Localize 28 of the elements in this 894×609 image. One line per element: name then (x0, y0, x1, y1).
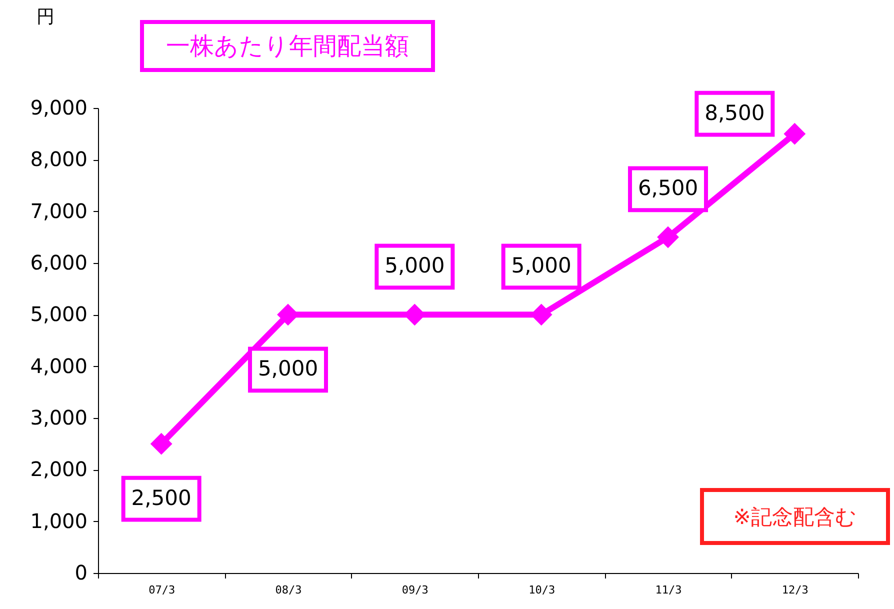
annotation: ※記念配含む (700, 488, 890, 545)
y-tick-label: 6,000 (30, 250, 88, 274)
y-tick-label: 3,000 (30, 406, 88, 430)
data-label: 5,000 (384, 254, 445, 278)
data-label: 6,500 (638, 176, 698, 200)
x-tick-label: 08/3 (275, 584, 302, 596)
data-label: 2,500 (131, 486, 192, 510)
point (657, 226, 679, 248)
y-tick-label: 2,000 (30, 457, 88, 482)
data-label: 5,000 (511, 254, 572, 278)
y-tick-label: 8,000 (30, 147, 88, 172)
x-tick-label: 10/3 (528, 584, 556, 596)
y-tick-label: 5,000 (30, 302, 88, 326)
x-tick-label: 07/3 (148, 584, 176, 596)
x-tick-label: 12/3 (782, 584, 808, 596)
data-label: 8,500 (704, 100, 765, 125)
point (150, 432, 172, 455)
y-tick-label: 0 (74, 560, 88, 584)
y-tick-label: 7,000 (30, 198, 88, 223)
y-tick-label: 4,000 (30, 354, 88, 378)
chart-title: 一株あたり年間配当額 (140, 20, 435, 72)
y-tick-label: 1,000 (30, 508, 88, 533)
x-tick-label: 11/3 (655, 584, 682, 596)
data-label: 5,000 (258, 356, 318, 381)
point (784, 122, 806, 145)
y-tick-label: 9,000 (30, 96, 88, 120)
y-axis-title: 円 (36, 6, 54, 28)
x-tick-label: 09/3 (402, 584, 428, 596)
